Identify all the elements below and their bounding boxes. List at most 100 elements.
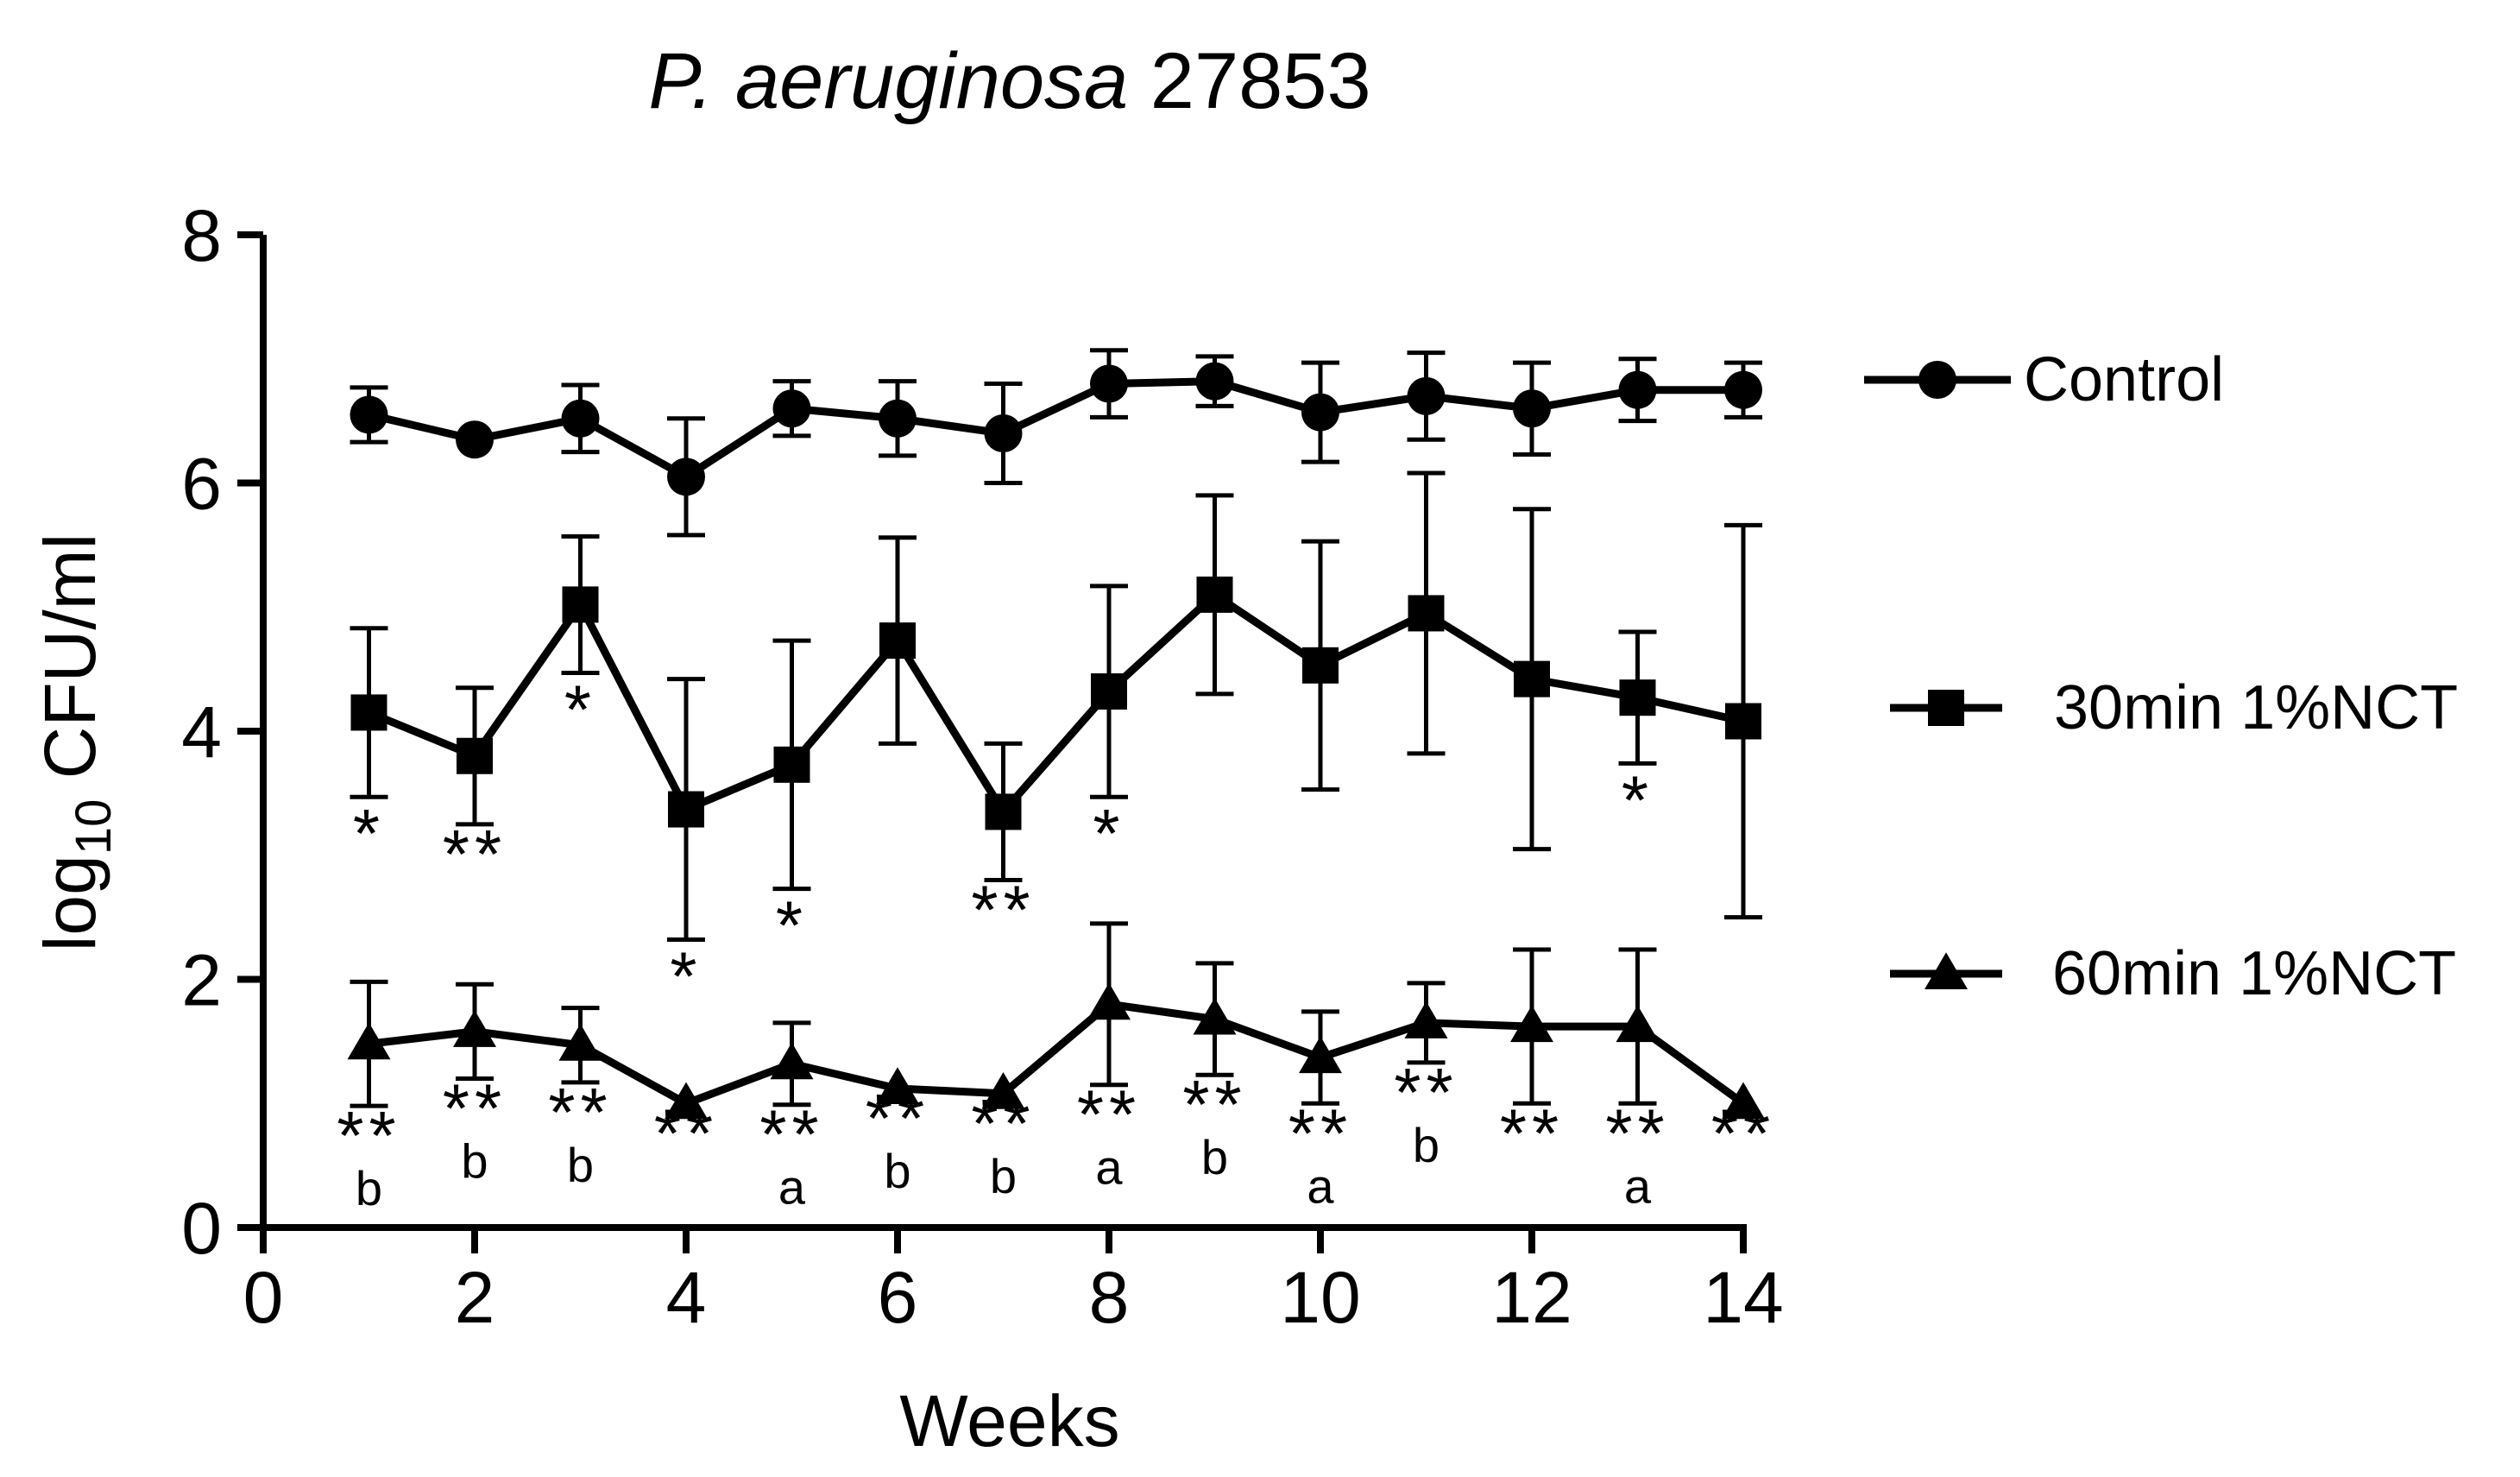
significance-marker: ** xyxy=(1711,1095,1775,1171)
data-point-circle xyxy=(456,420,494,459)
group-letter: b xyxy=(990,1149,1017,1203)
data-point-triangle xyxy=(770,1042,814,1080)
data-point-triangle xyxy=(1510,1005,1553,1043)
group-letter: b xyxy=(356,1161,382,1215)
group-letter: b xyxy=(884,1144,910,1198)
significance-marker: * xyxy=(353,795,385,872)
legend-entry: 60min 1%NCT xyxy=(1890,939,2456,1008)
group-letter: a xyxy=(1095,1140,1123,1195)
y-axis-label-main: log xyxy=(29,855,110,951)
data-point-circle xyxy=(667,458,705,496)
series-60min-1-nct xyxy=(347,921,1765,1120)
data-point-circle xyxy=(984,414,1023,452)
legend-label: 60min 1%NCT xyxy=(2052,939,2456,1008)
significance-marker: * xyxy=(776,887,808,964)
significance-marker: ** xyxy=(1288,1095,1352,1171)
significance-marker: ** xyxy=(1394,1054,1458,1131)
data-point-circle xyxy=(772,389,811,428)
y-tick-label: 0 xyxy=(181,1188,222,1269)
data-point-square xyxy=(1302,647,1339,684)
legend-label: Control xyxy=(2024,345,2224,414)
group-letter: b xyxy=(1201,1130,1228,1184)
significance-marker: ** xyxy=(654,1095,718,1171)
x-tick-label: 6 xyxy=(878,1257,918,1338)
y-tick-label: 4 xyxy=(181,691,222,773)
x-tick-label: 10 xyxy=(1280,1257,1360,1338)
data-point-triangle xyxy=(558,1023,602,1061)
significance-marker: ** xyxy=(1077,1076,1141,1153)
y-tick-label: 2 xyxy=(181,940,222,1021)
y-axis-label-subscript: 10 xyxy=(66,799,122,855)
data-point-square xyxy=(457,737,493,774)
legend-entry: 30min 1%NCT xyxy=(1890,673,2458,742)
data-point-triangle xyxy=(981,1071,1025,1109)
axes: 0 2 4 6 8 0 2 4 6 8 10 12 14 xyxy=(181,195,1783,1338)
data-point-triangle xyxy=(1087,982,1131,1020)
data-point-square xyxy=(350,694,387,731)
data-point-triangle xyxy=(1722,1082,1765,1120)
significance-marker: ** xyxy=(866,1080,929,1157)
data-point-square xyxy=(879,622,916,660)
x-tick-label: 8 xyxy=(1089,1257,1130,1338)
group-letter: a xyxy=(1624,1158,1652,1213)
data-point-circle xyxy=(1301,393,1339,432)
data-point-square xyxy=(1514,660,1550,697)
significance-marker: * xyxy=(670,938,702,1015)
x-axis-label: Weeks xyxy=(899,1380,1119,1461)
group-letter: b xyxy=(1413,1118,1440,1172)
data-point-square xyxy=(773,746,810,783)
significance-marker: ** xyxy=(971,872,1035,949)
significance-marker: ** xyxy=(337,1097,400,1174)
data-point-triangle xyxy=(347,1022,391,1060)
data-point-circle xyxy=(1195,362,1234,401)
legend-marker-circle xyxy=(1918,361,1956,399)
series-container xyxy=(347,348,1765,1120)
x-tick-label: 14 xyxy=(1703,1257,1783,1338)
legend: Control 30min 1%NCT 60min 1%NCT xyxy=(1864,345,2458,1008)
data-point-circle xyxy=(1724,370,1762,409)
significance-marker: * xyxy=(1622,761,1654,838)
data-point-square xyxy=(985,793,1022,830)
significance-marker: * xyxy=(1093,795,1125,872)
series-control xyxy=(350,348,1762,538)
y-tick-label: 6 xyxy=(181,444,222,525)
chart-title-strain: 27853 xyxy=(1150,37,1371,125)
significance-marker: ** xyxy=(443,1070,507,1147)
y-axis-label: log10 CFU/ml xyxy=(29,533,122,952)
significance-marker: ** xyxy=(1500,1095,1564,1171)
significance-marker: * xyxy=(564,671,596,748)
data-point-circle xyxy=(879,399,917,438)
data-point-circle xyxy=(1090,364,1128,403)
data-point-triangle xyxy=(1193,997,1237,1035)
group-letter: a xyxy=(1307,1158,1334,1213)
legend-marker-square xyxy=(1928,690,1964,726)
legend-marker-triangle xyxy=(1925,952,1968,989)
significance-marker: ** xyxy=(443,816,507,893)
significance-marker: ** xyxy=(759,1096,823,1173)
chart-title-species: P. aeruginosa xyxy=(648,37,1128,125)
data-point-square xyxy=(1725,703,1761,740)
y-axis-label-unit: CFU/ml xyxy=(29,533,110,799)
y-tick-label: 8 xyxy=(181,195,222,276)
data-point-triangle xyxy=(1404,1001,1448,1038)
data-point-square xyxy=(668,791,704,828)
significance-annotations: * ***** *** ***b**b**b ** **a**b**b**a**b **a*… xyxy=(337,671,1775,1215)
significance-marker: ** xyxy=(1182,1066,1246,1143)
data-point-triangle xyxy=(665,1082,708,1120)
x-tick-label: 12 xyxy=(1491,1257,1572,1338)
data-point-square xyxy=(1619,679,1656,716)
series-30min-1-nct xyxy=(350,470,1762,942)
data-point-triangle xyxy=(453,1010,496,1047)
chart-title: P. aeruginosa 27853 xyxy=(648,37,1370,125)
significance-marker: ** xyxy=(1605,1095,1669,1171)
significance-marker: ** xyxy=(971,1085,1035,1162)
group-letter: a xyxy=(778,1160,806,1215)
data-point-square xyxy=(1196,576,1233,613)
group-letter: b xyxy=(461,1134,488,1189)
data-point-square xyxy=(562,586,599,623)
data-point-circle xyxy=(1618,370,1657,409)
legend-entry: Control xyxy=(1864,345,2224,414)
x-tick-label: 0 xyxy=(243,1257,284,1338)
data-point-square xyxy=(1408,595,1445,632)
